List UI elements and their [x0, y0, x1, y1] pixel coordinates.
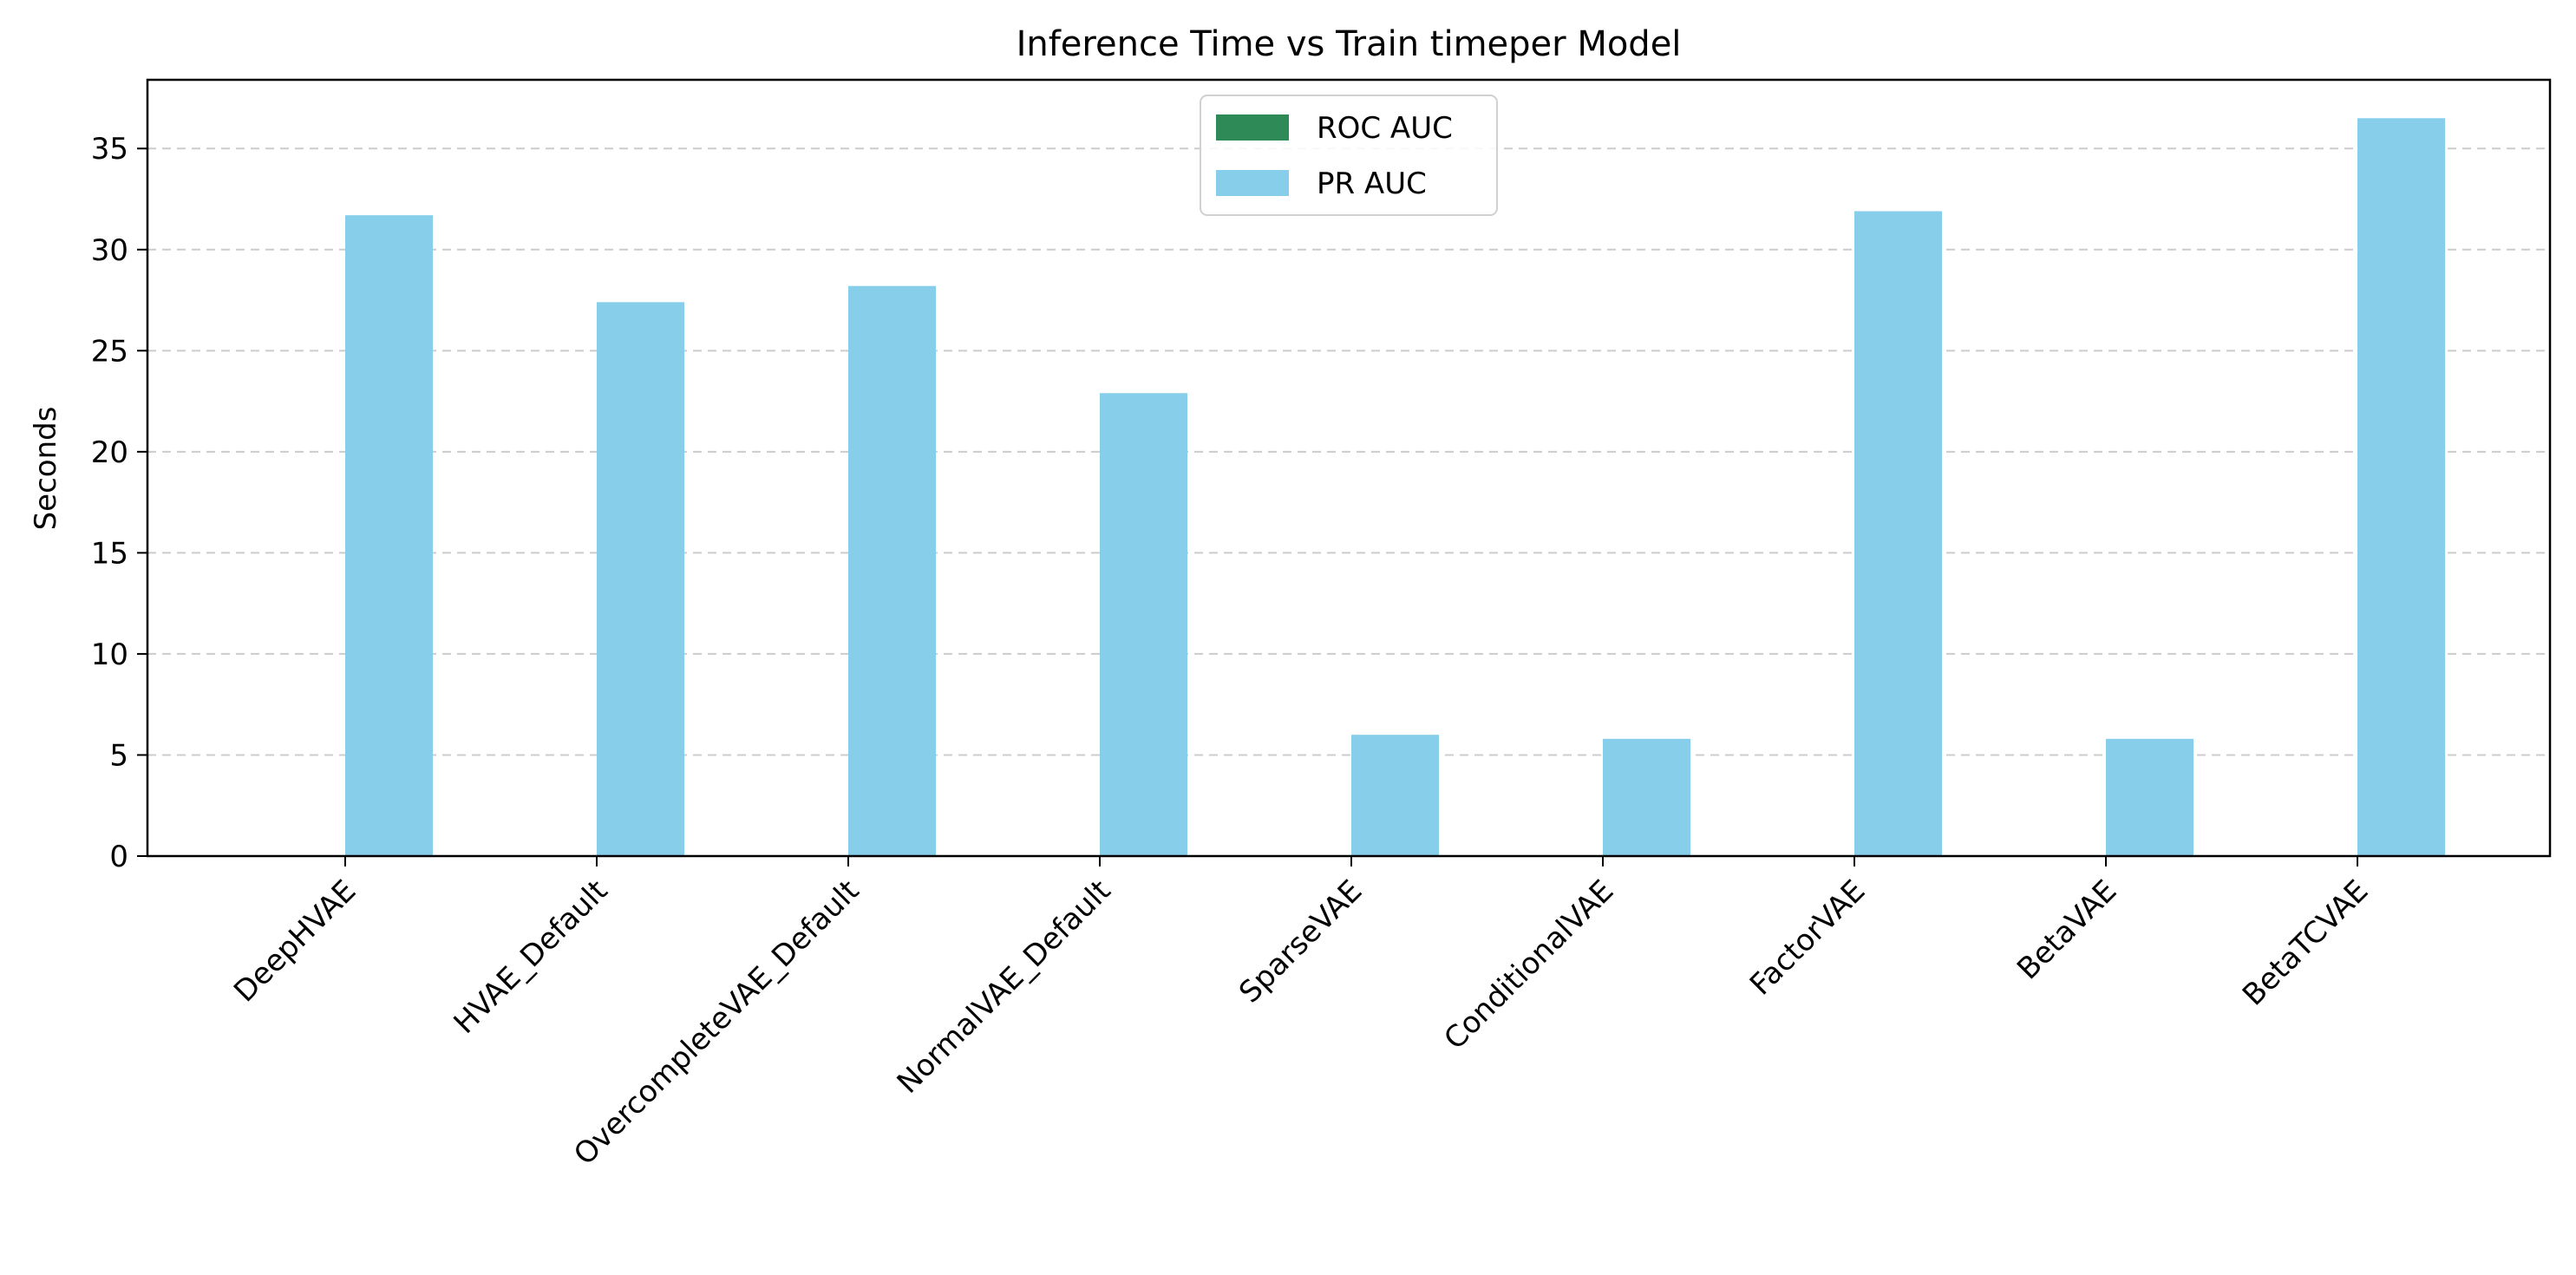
- y-axis: 0 5 10 15 20 25 30 35: [91, 132, 147, 874]
- legend-swatch: [1216, 170, 1289, 196]
- legend-label: ROC AUC: [1317, 111, 1453, 146]
- legend-swatch: [1216, 114, 1289, 141]
- y-tick-label: 5: [109, 738, 128, 773]
- bars: [345, 118, 2445, 857]
- y-tick-label: 25: [91, 334, 128, 369]
- bar-pr-auc: [1603, 738, 1690, 856]
- grid-lines: [147, 147, 2550, 756]
- y-tick-label: 0: [109, 840, 128, 874]
- y-tick-label: 20: [91, 435, 128, 470]
- y-tick-label: 10: [91, 638, 128, 672]
- y-tick-label: 15: [91, 536, 128, 571]
- bar-pr-auc: [1854, 211, 1942, 857]
- y-axis-label: Seconds: [29, 407, 63, 531]
- bar-pr-auc: [848, 285, 936, 856]
- plot-frame: [146, 78, 2552, 858]
- bar-pr-auc: [345, 215, 433, 856]
- bar-pr-auc: [1100, 393, 1187, 856]
- legend-label: PR AUC: [1317, 167, 1427, 201]
- chart-title: Inference Time vs Train timeper Model: [1017, 24, 1682, 64]
- legend: ROC AUC PR AUC: [1200, 95, 1498, 216]
- bar-pr-auc: [1351, 735, 1439, 856]
- y-tick-label: 30: [91, 233, 128, 268]
- bar-pr-auc: [2357, 118, 2445, 856]
- bar-pr-auc: [2106, 738, 2194, 856]
- bar-pr-auc: [597, 302, 684, 856]
- y-tick-label: 35: [91, 132, 128, 167]
